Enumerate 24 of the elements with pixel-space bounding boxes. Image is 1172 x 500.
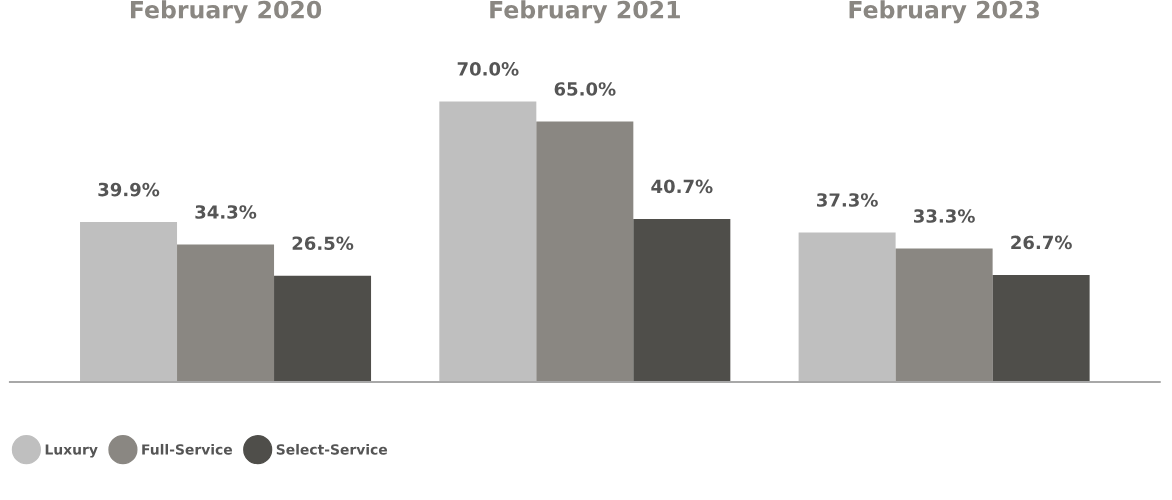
data-label: 40.7% bbox=[651, 179, 713, 194]
data-label: 70.0% bbox=[457, 62, 519, 76]
bar bbox=[274, 275, 372, 382]
legend-label: Full-Service bbox=[142, 443, 233, 455]
bar bbox=[439, 101, 537, 382]
data-label: 39.9% bbox=[98, 182, 160, 197]
legend-label: Luxury bbox=[45, 444, 98, 458]
bar bbox=[633, 218, 731, 382]
bar bbox=[177, 244, 275, 382]
x-tick-label: February 2023 bbox=[849, 0, 1039, 24]
data-label: 37.3% bbox=[817, 193, 878, 207]
bar bbox=[536, 121, 634, 382]
bar bbox=[80, 222, 178, 382]
data-label: 65.0% bbox=[554, 82, 616, 96]
bar bbox=[992, 275, 1090, 382]
data-label: 26.5% bbox=[292, 236, 354, 251]
data-label: 26.7% bbox=[1011, 235, 1072, 250]
bar bbox=[895, 248, 993, 382]
legend-label: Select-Service bbox=[276, 443, 388, 455]
bar bbox=[798, 232, 896, 382]
x-tick-label: February 2020 bbox=[130, 0, 322, 24]
data-label: 34.3% bbox=[195, 205, 257, 219]
data-label: 33.3% bbox=[914, 209, 975, 223]
x-tick-label: February 2021 bbox=[490, 0, 680, 24]
